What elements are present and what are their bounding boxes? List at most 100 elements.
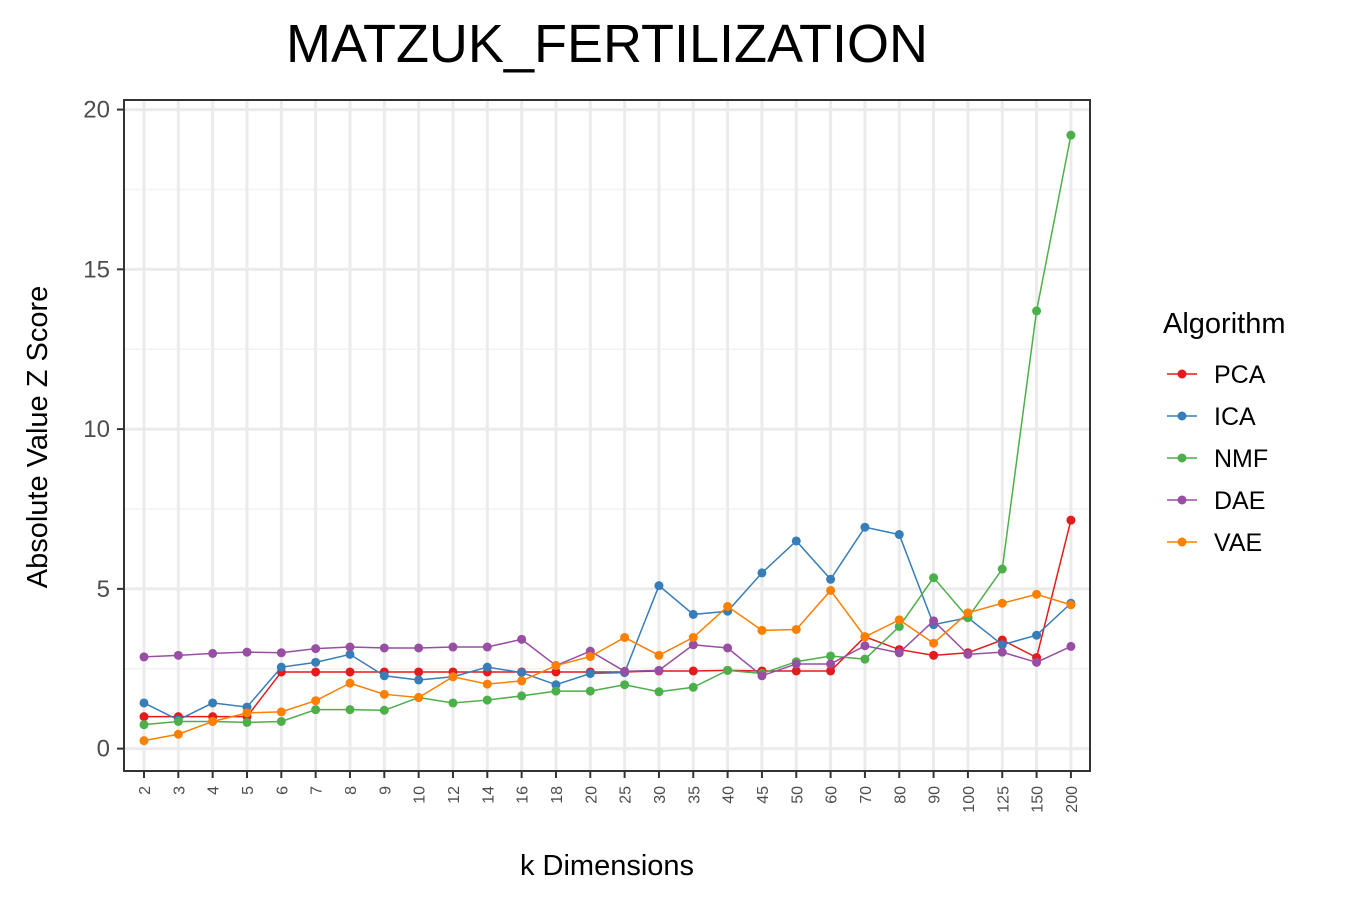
data-point-dae [1066,641,1076,651]
data-point-nmf [826,651,836,661]
data-point-nmf [311,705,321,715]
data-point-ica [654,581,664,591]
data-point-nmf [997,564,1007,574]
y-tick-label: 10 [83,416,110,443]
data-point-ica [379,671,389,681]
x-tick-label: 9 [377,786,394,795]
x-tick-label: 45 [755,786,772,804]
x-tick-label: 14 [480,786,497,804]
data-point-vae [585,652,595,662]
data-point-pca [414,667,424,677]
data-point-vae [791,624,801,634]
data-point-ica [482,662,492,672]
legend-key-point [1177,453,1187,463]
x-tick-label: 60 [824,786,841,804]
data-point-vae [860,632,870,642]
data-point-ica [894,530,904,540]
legend-label: ICA [1214,403,1256,431]
legend-item-pca: PCA [1167,361,1266,389]
data-point-nmf [894,622,904,632]
data-point-nmf [276,716,286,726]
legend-key-point [1177,537,1187,547]
x-tick-label: 2 [137,786,154,795]
data-point-vae [1066,600,1076,610]
data-point-dae [517,634,527,644]
data-point-nmf [448,698,458,708]
data-point-ica [860,522,870,532]
x-tick-label: 40 [721,786,738,804]
data-point-ica [826,574,836,584]
data-point-vae [276,707,286,717]
x-tick-label: 3 [171,786,188,795]
data-point-dae [448,642,458,652]
data-point-ica [551,680,561,690]
data-point-dae [620,666,630,676]
data-point-vae [688,632,698,642]
data-point-vae [620,632,630,642]
x-tick-label: 25 [618,786,635,804]
data-point-ica [345,649,355,659]
data-point-vae [139,736,149,746]
y-tick-label: 15 [83,256,110,283]
data-point-vae [173,729,183,739]
legend-key-point [1177,495,1187,505]
data-point-vae [826,585,836,595]
data-point-nmf [723,665,733,675]
x-tick-label: 10 [412,786,429,804]
data-point-pca [139,712,149,722]
legend-item-dae: DAE [1167,487,1265,515]
data-point-nmf [1066,130,1076,140]
x-tick-label: 4 [206,786,223,795]
data-point-vae [654,650,664,660]
x-tick-label: 16 [515,786,532,804]
legend-key-point [1177,369,1187,379]
x-tick-label: 100 [961,786,978,813]
x-tick-label: 90 [927,786,944,804]
legend-item-vae: VAE [1167,529,1262,557]
data-point-nmf [688,682,698,692]
data-point-dae [379,643,389,653]
data-point-nmf [654,687,664,697]
data-point-pca [826,666,836,676]
data-point-dae [345,642,355,652]
data-point-vae [448,672,458,682]
data-point-ica [208,698,218,708]
minor-gridlines [124,188,1090,670]
series-line-ica [143,526,1072,721]
x-tick-label: 18 [549,786,566,804]
data-point-ica [585,669,595,679]
data-point-ica [311,657,321,667]
data-point-vae [208,716,218,726]
legend-label: NMF [1214,445,1268,473]
x-axis-title: k Dimensions [520,850,694,882]
x-tick-label: 200 [1064,786,1081,813]
data-point-nmf [517,691,527,701]
chart-title: MATZUK_FERTILIZATION [286,14,928,74]
data-point-nmf [345,705,355,715]
series-line-vae [143,589,1072,742]
data-point-vae [242,708,252,718]
data-point-dae [997,647,1007,657]
data-point-dae [963,649,973,659]
x-tick-label: 125 [995,786,1012,813]
series-line-nmf [143,135,1072,726]
data-point-dae [208,648,218,658]
x-tick-label: 70 [858,786,875,804]
data-point-dae [894,648,904,658]
data-point-vae [414,693,424,703]
data-point-vae [929,638,939,648]
data-point-nmf [139,720,149,730]
data-point-nmf [551,686,561,696]
series-dae [139,616,1076,681]
data-point-ica [276,662,286,672]
x-tick-label: 6 [274,786,291,795]
data-point-ica [757,568,767,578]
x-tick-label: 12 [446,786,463,804]
y-axis-title: Absolute Value Z Score [22,286,54,589]
data-point-dae [757,671,767,681]
y-tick-label: 5 [97,576,110,603]
x-tick-label: 7 [309,786,326,795]
plot-panel-border [123,99,1091,772]
data-point-pca [791,666,801,676]
